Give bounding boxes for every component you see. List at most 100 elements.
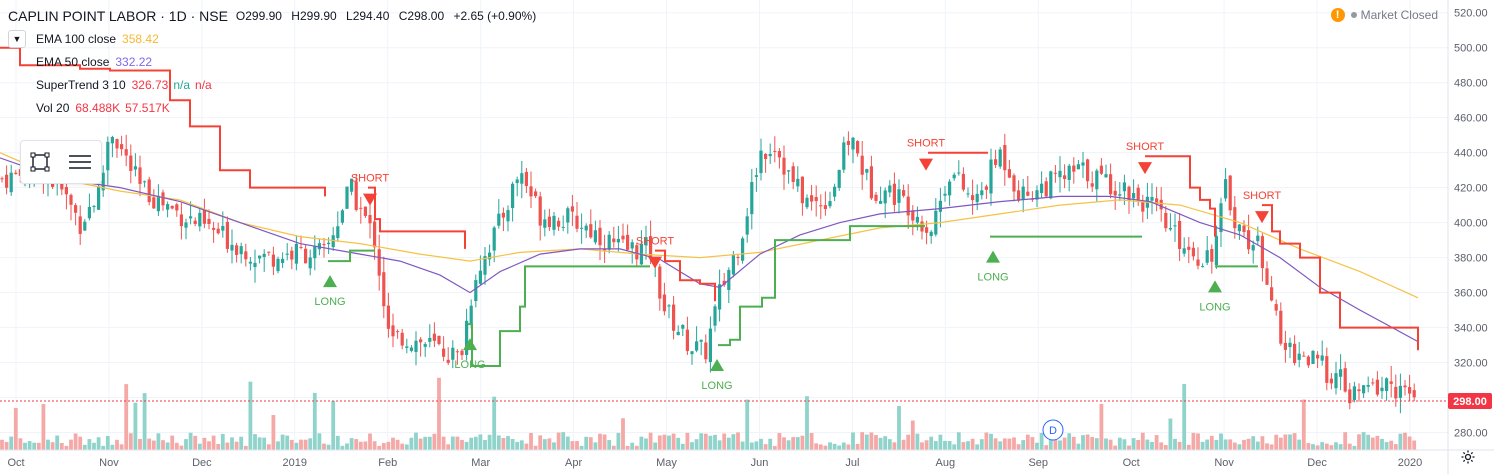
candle-body [672, 304, 676, 331]
time-tick-label: Dec [192, 457, 212, 469]
list-menu-icon[interactable] [67, 151, 93, 173]
indicator-supertrend[interactable]: SuperTrend 3 10 326.73 n/a n/a [8, 73, 542, 96]
candle-body [994, 159, 998, 165]
candle-body [607, 234, 611, 250]
volume-bar [998, 441, 1003, 450]
volume-bar [970, 438, 975, 450]
time-tick-label: May [656, 457, 677, 469]
volume-bar [1219, 433, 1223, 450]
candle-body [883, 190, 887, 204]
candle-body [1173, 225, 1177, 227]
candle-body [1329, 378, 1333, 384]
candle-body [1394, 386, 1398, 399]
volume-bar [1237, 444, 1242, 450]
volume-bar [979, 439, 984, 450]
candle-body [1072, 165, 1076, 172]
candle-body [814, 197, 818, 202]
volume-bar [441, 436, 446, 450]
volume-bar [966, 441, 970, 450]
indicator-name: EMA 100 close [36, 31, 117, 46]
volume-bar [253, 434, 257, 450]
candle-body [451, 347, 455, 360]
long-arrow-icon [323, 275, 337, 288]
candle-body [166, 204, 170, 210]
candle-body [202, 209, 206, 224]
candle-body [483, 256, 487, 275]
volume-bar [1288, 434, 1292, 450]
volume-bar [418, 438, 423, 450]
candle-body [350, 178, 354, 192]
candle-body [92, 205, 96, 208]
volume-bar [851, 432, 855, 450]
candle-body [561, 226, 565, 228]
indicator-volume[interactable]: Vol 20 68.488K 57.517K [8, 96, 542, 119]
time-tick-label: Oct [1123, 457, 1140, 469]
candle-body [9, 172, 13, 193]
candle-body [713, 306, 717, 326]
candle-body [1339, 369, 1343, 377]
candle-body [428, 337, 432, 342]
candle-body [193, 220, 197, 225]
volume-bar [257, 437, 262, 450]
volume-bar [92, 442, 96, 450]
volume-bar [703, 433, 708, 450]
time-tick-label: Sep [1028, 457, 1048, 469]
candle-body [722, 280, 726, 285]
indicator-ema100[interactable]: ▼ EMA 100 close 358.42 [8, 27, 542, 50]
candle-body [745, 216, 749, 235]
select-box-icon[interactable] [29, 151, 51, 173]
candle-body [1017, 190, 1021, 201]
symbol-title[interactable]: CAPLIN POINT LABOR · 1D · NSE [8, 7, 228, 24]
candle-body [1067, 165, 1071, 180]
supertrend-up-line [468, 265, 650, 367]
volume-bar [483, 439, 487, 450]
candle-body [1026, 191, 1030, 196]
volume-bar [906, 434, 911, 450]
time-tick-label: Mar [471, 457, 490, 469]
dividend-marker[interactable]: D [1042, 419, 1064, 441]
volume-bar [1403, 432, 1407, 450]
volume-bar [1412, 440, 1417, 450]
candle-body [124, 149, 128, 156]
candle-body [1293, 343, 1297, 364]
long-arrow-icon [1208, 280, 1222, 293]
candle-body [975, 193, 979, 203]
candle-body [1366, 384, 1370, 387]
volume-bar [515, 441, 520, 450]
indicator-ema50[interactable]: EMA 50 close 332.22 [8, 50, 542, 73]
candle-body [1343, 368, 1347, 392]
candle-body [207, 218, 211, 224]
volume-bar [1012, 437, 1016, 450]
candle-body [129, 155, 133, 171]
candle-body [345, 186, 349, 209]
candle-body [0, 178, 4, 180]
volume-bar [846, 444, 851, 450]
time-axis[interactable]: Oct Nov Dec 2019 Feb Mar Apr May Jun Jul Aug Sep Oct… [7, 457, 1422, 469]
volume-bar [864, 434, 869, 450]
candle-body [524, 171, 528, 187]
price-tick-label: 500.00 [1454, 43, 1488, 55]
volume-bar [1090, 437, 1095, 450]
volume-bar [1223, 439, 1228, 450]
volume-bar [4, 442, 9, 450]
candle-body [152, 197, 156, 209]
candle-body [543, 219, 547, 228]
candle-body [1297, 353, 1301, 360]
chevron-down-icon[interactable]: ▼ [8, 29, 26, 48]
volume-bar [331, 401, 336, 450]
candle-body [1237, 224, 1241, 232]
volume-bar [211, 435, 216, 450]
candle-body [336, 226, 340, 238]
volume-bar [312, 392, 317, 450]
volume-bar [1343, 432, 1348, 450]
gear-icon[interactable] [1460, 449, 1476, 470]
time-tick-label: Nov [99, 457, 119, 469]
volume-bar [616, 432, 621, 450]
warning-icon[interactable]: ! [1330, 8, 1345, 22]
candle-body [718, 284, 722, 310]
volume-bar [855, 443, 860, 450]
volume-bar [630, 442, 635, 450]
volume-bar [0, 439, 4, 450]
candle-body [501, 212, 505, 218]
